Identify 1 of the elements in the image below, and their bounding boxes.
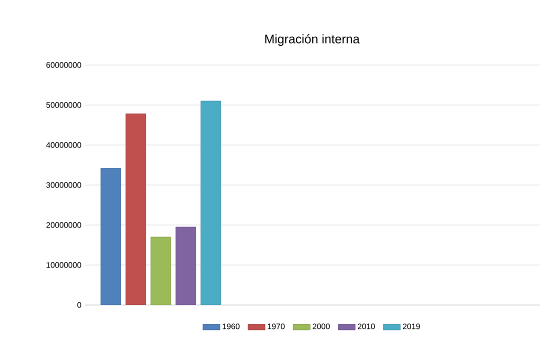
chart-title: Migración interna: [265, 34, 360, 46]
